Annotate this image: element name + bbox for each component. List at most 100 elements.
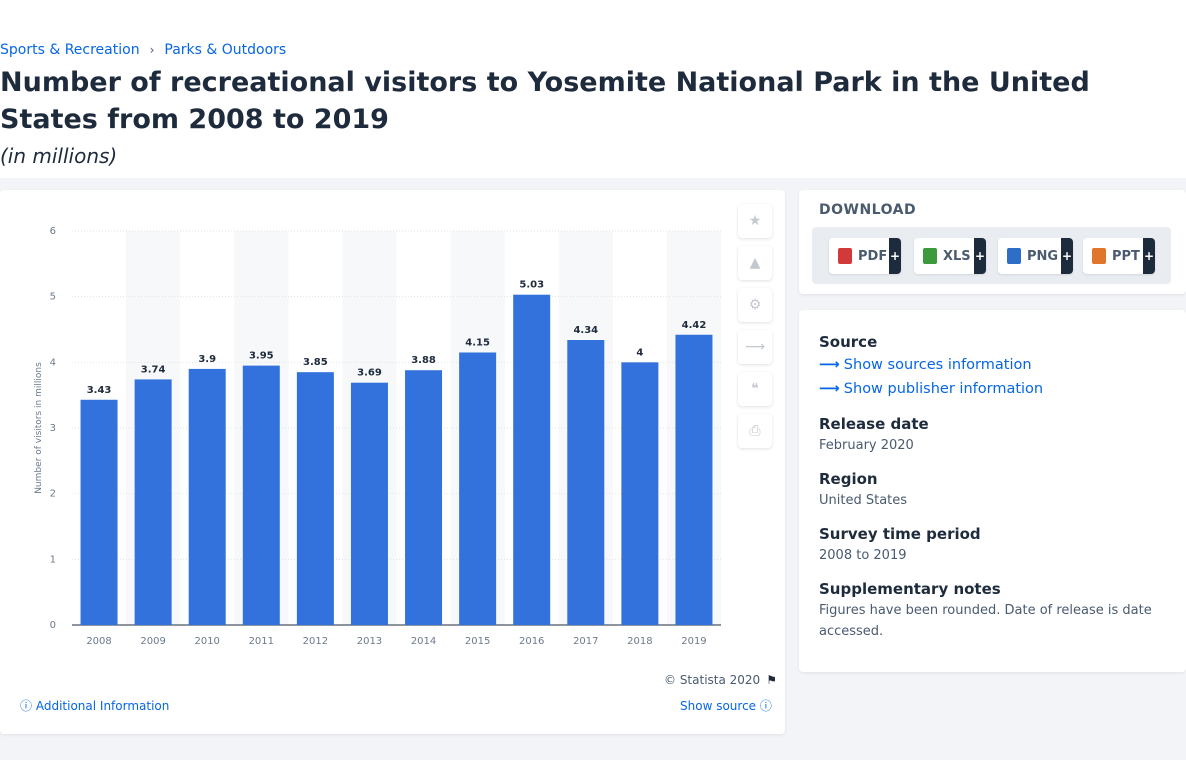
plus-icon: + [974,238,986,274]
x-tick-label: 2015 [465,636,490,647]
gear-icon[interactable]: ⚙ [738,288,772,322]
download-xls-button[interactable]: XLS + [914,238,986,274]
data-label: 3.85 [303,357,328,368]
plus-icon: + [1143,238,1155,274]
bar [80,399,118,625]
info-icon: ⓘ [759,699,772,713]
release-date-heading: Release date [819,415,929,433]
show-sources-link[interactable]: ⟶ Show sources information [819,357,1032,373]
additional-information-link[interactable]: ⓘ Additional Information [20,697,169,714]
arrow-right-icon: ⟶ [819,357,840,373]
y-tick-label: 1 [50,554,56,565]
survey-period-heading: Survey time period [819,525,981,543]
data-label: 4 [636,347,643,358]
breadcrumb-item-sports[interactable]: Sports & Recreation [0,42,140,58]
quote-icon[interactable]: ❝ [738,372,772,406]
chart-toolbar: ★ ▲ ⚙ ⟶ ❝ ⎙ [738,204,772,448]
flag-icon[interactable]: ⚑ [766,673,777,687]
breadcrumb-separator: › [149,43,155,57]
pdf-file-icon [838,248,852,264]
show-sources-label: Show sources information [843,357,1032,373]
header-area [0,0,1186,178]
info-icon: ⓘ [20,699,33,713]
supplementary-notes-value: Figures have been rounded. Date of relea… [819,603,1152,639]
y-axis-label: Number of visitors in millions [34,362,44,494]
x-tick-label: 2009 [140,636,165,647]
release-date-value: February 2020 [819,438,914,453]
download-ppt-button[interactable]: PPT + [1083,238,1155,274]
arrow-right-icon: ⟶ [819,381,840,397]
download-title: DOWNLOAD [819,202,917,218]
y-tick-label: 4 [50,357,56,368]
x-tick-label: 2013 [357,636,382,647]
data-label: 3.88 [411,355,436,366]
ppt-file-icon [1092,248,1106,264]
breadcrumb-item-parks[interactable]: Parks & Outdoors [164,42,287,58]
data-label: 4.42 [682,320,707,331]
x-tick-label: 2010 [194,636,219,647]
x-tick-label: 2019 [681,636,706,647]
bar [134,379,172,625]
show-source-label: Show source [680,699,757,713]
data-label: 3.95 [249,351,274,362]
download-ppt-label: PPT [1112,248,1140,264]
page-title: Number of recreational visitors to Yosem… [0,67,1090,135]
download-png-button[interactable]: PNG + [998,238,1073,274]
supplementary-notes-heading: Supplementary notes [819,580,1001,598]
data-label: 5.03 [519,280,544,291]
star-icon[interactable]: ★ [738,204,772,238]
download-pdf-button[interactable]: PDF + [829,238,901,274]
bar [188,368,226,625]
source-heading: Source [819,333,878,351]
bar [242,365,280,625]
additional-information-label: Additional Information [35,699,170,713]
bar-chart: 0 1 2 3 4 5 6 Number of visitors in millions 3.4… [34,226,721,647]
xls-file-icon [923,248,937,264]
data-label: 4.34 [573,325,598,336]
x-tick-label: 2014 [411,636,436,647]
y-tick-label: 6 [50,226,56,237]
x-tick-label: 2008 [86,636,111,647]
download-pdf-label: PDF [858,248,888,264]
survey-period-value: 2008 to 2019 [819,548,907,563]
bar [621,362,659,625]
bar [350,382,388,625]
info-card [799,310,1186,672]
download-xls-label: XLS [943,248,971,264]
breadcrumb: Sports & Recreation › Parks & Outdoors [0,42,286,58]
x-tick-label: 2016 [519,636,544,647]
x-tick-label: 2012 [303,636,328,647]
plus-icon: + [889,238,901,274]
credit-text: © Statista 2020 [664,673,761,687]
x-tick-label: 2011 [249,636,274,647]
x-tick-label: 2017 [573,636,598,647]
download-png-label: PNG [1027,248,1059,264]
y-tick-label: 0 [50,620,56,631]
show-publisher-label: Show publisher information [843,381,1044,397]
plus-icon: + [1061,238,1073,274]
show-source-link[interactable]: Show source ⓘ [680,697,772,714]
chart-credit: © Statista 2020 ⚑ [664,673,777,687]
bar [296,372,334,625]
bar [675,334,713,625]
region-value: United States [819,493,908,508]
bar [513,294,551,625]
bell-icon[interactable]: ▲ [738,246,772,280]
page-subtitle: (in millions) [0,144,118,168]
share-icon[interactable]: ⟶ [738,330,772,364]
show-publisher-link[interactable]: ⟶ Show publisher information [819,381,1043,397]
y-tick-label: 3 [50,423,56,434]
data-label: 3.9 [198,354,216,365]
print-icon[interactable]: ⎙ [738,414,772,448]
bar [459,352,497,625]
bar [405,370,443,625]
data-label: 4.15 [465,337,490,348]
png-file-icon [1007,248,1021,264]
bar [567,340,605,625]
data-label: 3.74 [141,364,166,375]
region-heading: Region [819,470,878,488]
data-label: 3.43 [87,385,112,396]
data-label: 3.69 [357,368,382,379]
y-tick-label: 2 [50,489,56,500]
x-tick-label: 2018 [627,636,652,647]
